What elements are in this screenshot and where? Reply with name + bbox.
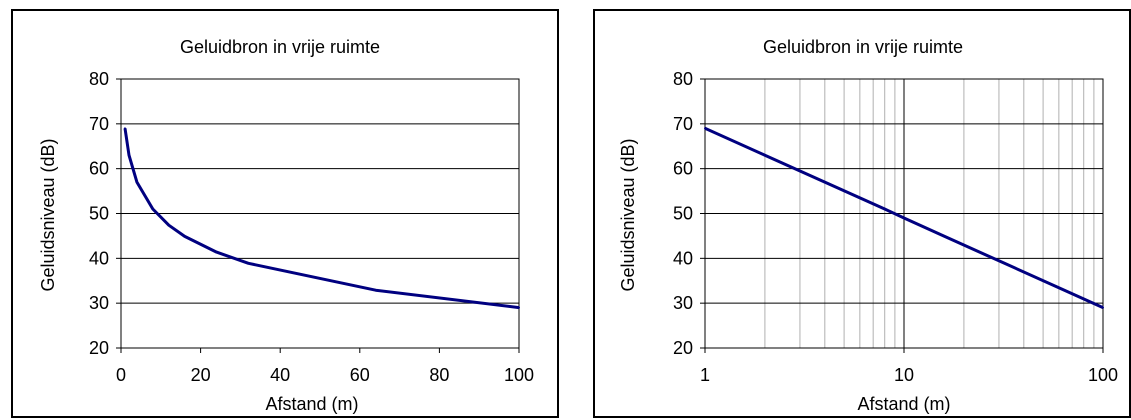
data-point (135, 181, 138, 184)
data-point (167, 224, 170, 227)
y-tick-label: 80 (89, 69, 109, 89)
x-tick-label: 20 (191, 365, 211, 385)
x-axis-label: Afstand (m) (265, 394, 358, 414)
y-tick-label: 50 (89, 204, 109, 224)
data-point (127, 154, 130, 157)
y-axis-label: Geluidsniveau (dB) (618, 138, 638, 291)
y-tick-label: 40 (89, 248, 109, 268)
x-axis-label: Afstand (m) (857, 394, 950, 414)
y-tick-label: 20 (89, 338, 109, 358)
chart-title: Geluidbron in vrije ruimte (763, 37, 963, 57)
y-axis-label: Geluidsniveau (dB) (38, 138, 58, 291)
plot-area (120, 78, 520, 349)
y-tick-label: 30 (673, 293, 693, 313)
x-tick-label: 0 (116, 365, 126, 385)
y-tick-label: 40 (673, 248, 693, 268)
chart-linear: Geluidbron in vrije ruimte Geluidsniveau… (38, 37, 534, 414)
series-line (123, 128, 520, 310)
data-point (704, 127, 706, 130)
data-point (183, 235, 186, 238)
chart-title: Geluidbron in vrije ruimte (180, 37, 380, 57)
x-tick-label: 1 (700, 365, 710, 385)
chart-panel-left: Geluidbron in vrije ruimte Geluidsniveau… (11, 9, 559, 418)
data-point (763, 154, 766, 157)
data-point (374, 289, 377, 292)
data-point (215, 251, 218, 254)
x-tick-label: 80 (429, 365, 449, 385)
data-point (943, 235, 946, 238)
y-tick-label: 80 (673, 69, 693, 89)
y-tick-label: 50 (673, 204, 693, 224)
x-tick-label: 60 (350, 365, 370, 385)
x-tick-label: 100 (1088, 365, 1118, 385)
y-tick-label: 30 (89, 293, 109, 313)
y-tick-label: 70 (89, 114, 109, 134)
y-tick-label: 60 (673, 159, 693, 179)
data-point (1063, 289, 1066, 292)
x-tick-label: 40 (270, 365, 290, 385)
data-point (883, 208, 886, 211)
x-tick-label: 10 (894, 365, 914, 385)
chart-panel-right: Geluidbron in vrije ruimte Geluidsniveau… (593, 9, 1131, 418)
data-point (123, 127, 126, 130)
y-tick-label: 20 (673, 338, 693, 358)
data-point (247, 262, 250, 265)
data-point (823, 181, 826, 184)
y-tick-label: 70 (673, 114, 693, 134)
data-point (1102, 306, 1104, 309)
data-point (518, 306, 520, 309)
data-point (151, 208, 154, 211)
chart-log: Geluidbron in vrije ruimte Geluidsniveau… (618, 37, 1118, 414)
data-point (1003, 262, 1006, 265)
y-tick-label: 60 (89, 159, 109, 179)
x-tick-label: 100 (504, 365, 534, 385)
data-point (903, 216, 905, 219)
